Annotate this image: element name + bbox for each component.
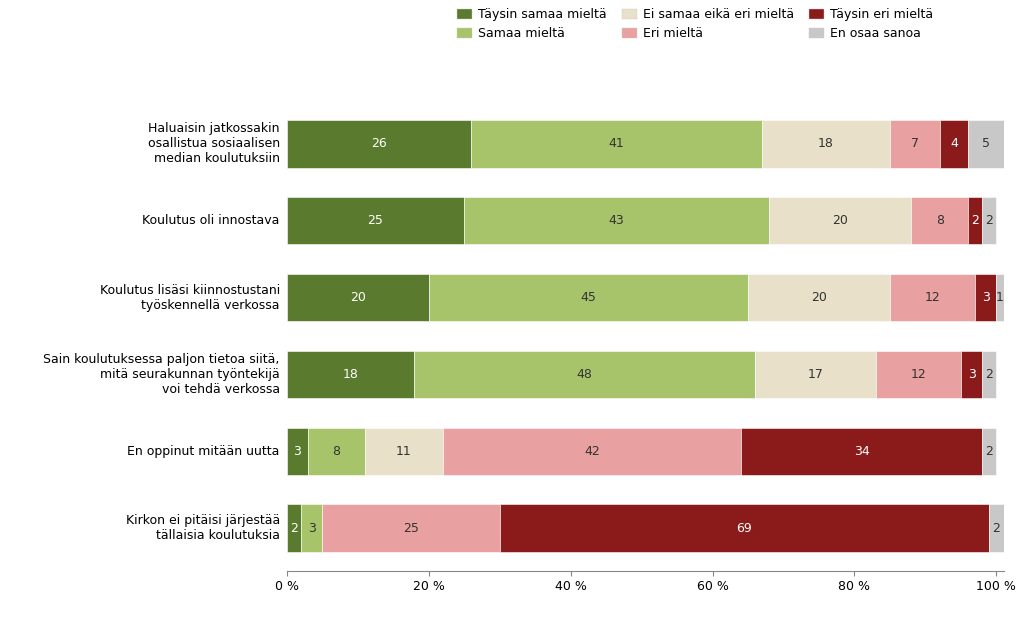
Text: 34: 34 [854,445,869,458]
Text: 2: 2 [985,214,993,227]
Bar [982,197,996,245]
Text: 5: 5 [982,137,990,150]
Text: 45: 45 [581,291,596,304]
Bar [968,197,982,245]
Text: 11: 11 [396,445,412,458]
Text: 2: 2 [985,445,993,458]
Bar [308,427,365,476]
Bar [741,427,982,476]
Bar [961,351,982,398]
Bar [464,197,769,245]
Bar [975,274,996,321]
Text: 20: 20 [350,291,366,304]
Text: 7: 7 [910,137,919,150]
Text: 2: 2 [971,214,979,227]
Bar [940,120,968,167]
Text: 48: 48 [577,368,593,381]
Text: 41: 41 [609,137,625,150]
Bar [890,274,975,321]
Bar [365,427,442,476]
Text: 25: 25 [403,522,419,535]
Bar [989,505,1004,552]
Bar [429,274,748,321]
Bar [471,120,762,167]
Bar [876,351,961,398]
Text: 18: 18 [818,137,834,150]
Bar [442,427,741,476]
Bar [287,427,308,476]
Bar [500,505,989,552]
Text: 42: 42 [584,445,600,458]
Text: 17: 17 [808,368,823,381]
Legend: Täysin samaa mieltä, Samaa mieltä, Ei samaa eikä eri mieltä, Eri mieltä, Täysin : Täysin samaa mieltä, Samaa mieltä, Ei sa… [454,4,937,44]
Bar [415,351,755,398]
Text: 4: 4 [950,137,957,150]
Text: 2: 2 [992,522,1000,535]
Text: 12: 12 [910,368,927,381]
Text: 2: 2 [290,522,298,535]
Text: 26: 26 [371,137,387,150]
Bar [323,505,500,552]
Bar [748,274,890,321]
Bar [996,274,1004,321]
Bar [301,505,323,552]
Text: 3: 3 [968,368,976,381]
Text: 43: 43 [609,214,625,227]
Text: 69: 69 [736,522,753,535]
Bar [287,274,429,321]
Bar [755,351,876,398]
Bar [769,197,911,245]
Text: 25: 25 [368,214,383,227]
Text: 20: 20 [833,214,848,227]
Bar [890,120,940,167]
Text: 3: 3 [982,291,990,304]
Bar [762,120,890,167]
Bar [911,197,968,245]
Text: 2: 2 [985,368,993,381]
Text: 8: 8 [936,214,944,227]
Bar [287,505,301,552]
Text: 8: 8 [333,445,340,458]
Bar [968,120,1004,167]
Text: 3: 3 [307,522,315,535]
Bar [287,197,464,245]
Bar [287,351,415,398]
Bar [982,351,996,398]
Text: 3: 3 [294,445,301,458]
Text: 18: 18 [343,368,358,381]
Text: 12: 12 [925,291,940,304]
Text: 20: 20 [811,291,827,304]
Text: 1: 1 [996,291,1004,304]
Bar [287,120,471,167]
Bar [982,427,996,476]
